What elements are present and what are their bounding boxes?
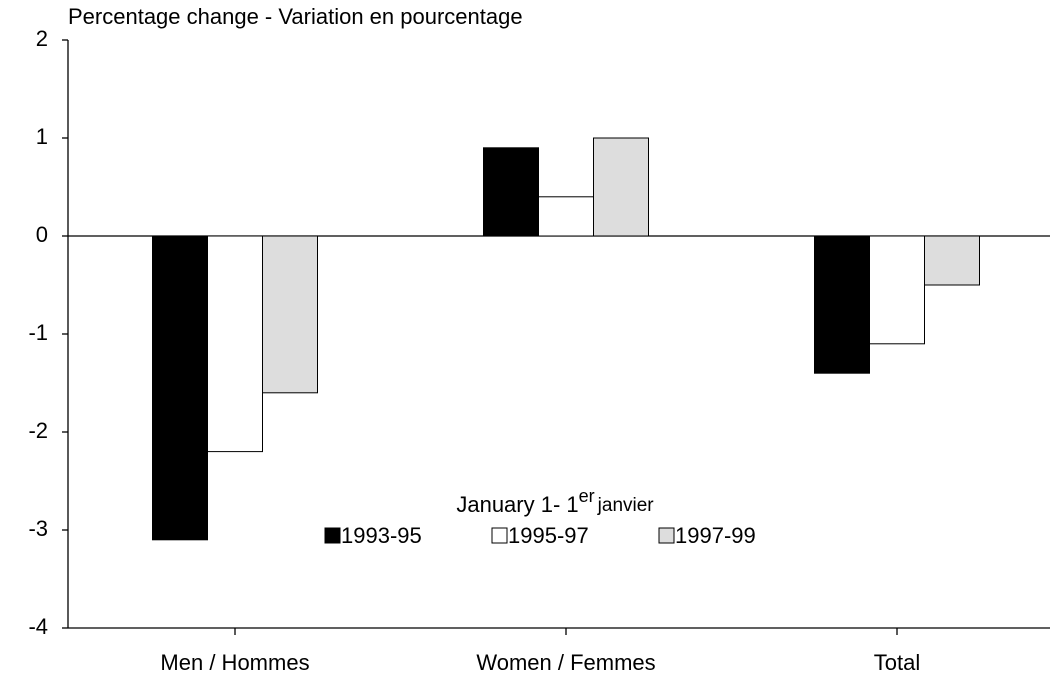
y-tick-label: -2	[28, 418, 48, 443]
x-tick-label: Women / Femmes	[476, 650, 655, 675]
x-tick-label: Total	[874, 650, 920, 675]
bar	[924, 235, 980, 286]
bar	[814, 235, 870, 374]
legend-title-superscript: er	[579, 486, 595, 506]
bar	[483, 147, 539, 237]
y-axis-label: Percentage change - Variation en pourcen…	[68, 4, 523, 29]
bar	[152, 235, 208, 541]
y-tick-label: 2	[36, 26, 48, 51]
bar	[207, 235, 263, 453]
y-tick-label: 0	[36, 222, 48, 247]
y-tick-label: -3	[28, 516, 48, 541]
legend-swatch	[658, 527, 675, 544]
x-tick-label: Men / Hommes	[160, 650, 309, 675]
legend-label: 1995-97	[508, 523, 589, 548]
legend-swatch	[324, 527, 341, 544]
bar	[538, 196, 594, 237]
bar	[869, 235, 925, 345]
legend-swatch	[491, 527, 508, 544]
bar	[593, 137, 649, 237]
legend-title-suffix: janvier	[597, 495, 655, 516]
bar	[262, 235, 318, 394]
y-tick-label: -4	[28, 614, 48, 639]
legend-label: 1997-99	[675, 523, 756, 548]
legend-label: 1993-95	[341, 523, 422, 548]
y-tick-label: -1	[28, 320, 48, 345]
legend-title: January 1- 1er janvier	[456, 486, 654, 517]
y-tick-label: 1	[36, 124, 48, 149]
legend-title-text: January 1- 1	[456, 492, 578, 517]
